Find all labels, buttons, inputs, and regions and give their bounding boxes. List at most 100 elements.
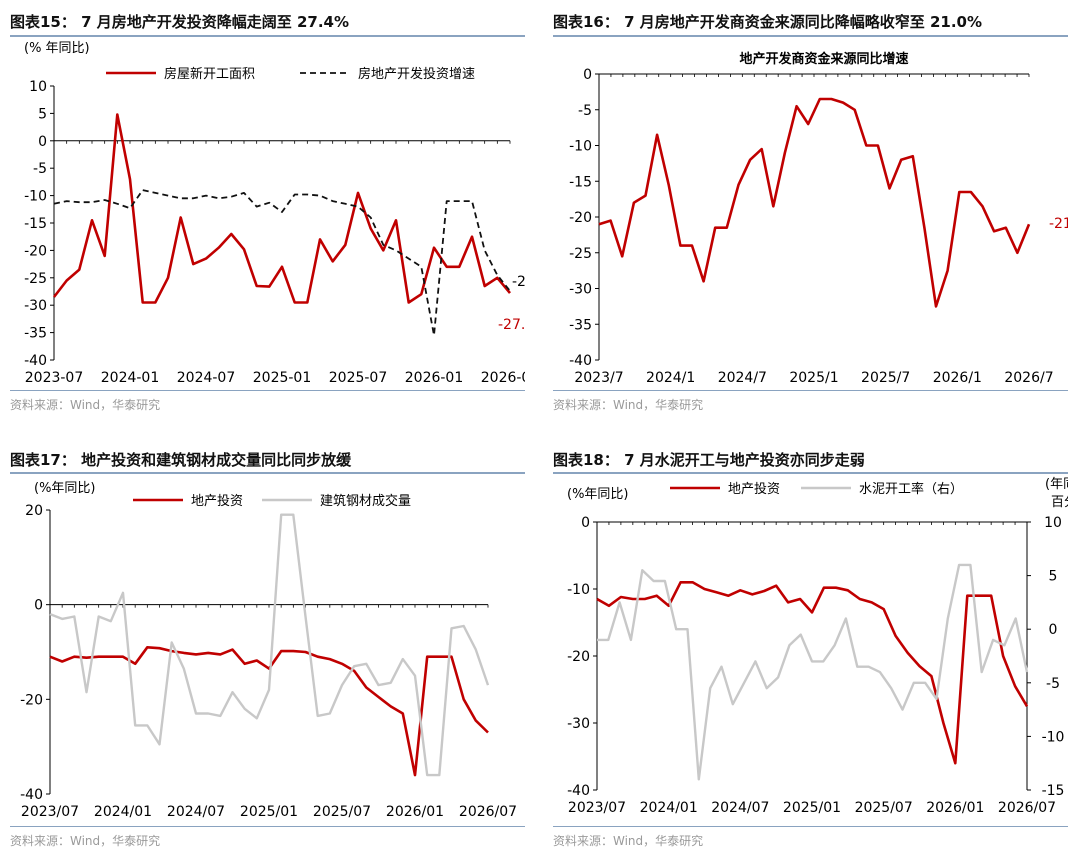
y-tick-label: -35: [24, 326, 47, 342]
title-rule: [553, 472, 1068, 474]
x-tick-label: 2025/01: [240, 804, 298, 820]
x-tick-label: 2026-07: [481, 370, 525, 386]
chart-title: 图表16： 7 月房地产开发商资金来源同比降幅略收窄至 21.0%: [553, 13, 983, 31]
x-tick-label: 2026/01: [926, 800, 984, 816]
series-line-0: [598, 97, 1031, 308]
chart-panel-17: 图表17： 地产投资和建筑钢材成交量同比同步放缓 20 0 -20 -40 2023/0…: [10, 436, 525, 854]
y-tick-label: -30: [24, 298, 47, 314]
x-tick-label: 2025/07: [855, 800, 913, 816]
y2-tick-label: 10: [1044, 515, 1062, 531]
y2-tick-label: -10: [1042, 729, 1065, 745]
x-tick-label: 2026-01: [405, 370, 464, 386]
x-tick-label: 2025/07: [313, 804, 371, 820]
y-axis-unit-label: (%年同比): [34, 481, 96, 496]
x-tick-label: 2023/07: [568, 800, 626, 816]
end-value-label: -27.4: [512, 274, 525, 290]
end-value-label: -27.8: [498, 317, 525, 333]
x-tick-label: 2025/1: [789, 370, 838, 386]
series-line-1: [49, 513, 490, 777]
y2-tick-label: 0: [1049, 622, 1058, 638]
y-tick-label: -10: [24, 189, 47, 205]
y-tick-label: -10: [567, 582, 590, 598]
title-rule: [10, 35, 525, 37]
x-tick-label: 2024-07: [177, 370, 236, 386]
y-tick-label: -20: [24, 243, 47, 259]
x-tick-label: 2025-01: [253, 370, 312, 386]
source-note: 资料来源：Wind，华泰研究: [553, 834, 704, 848]
y-tick-label: -20: [567, 649, 590, 665]
y-tick-label: -40: [20, 787, 43, 803]
y-tick-label: 0: [34, 598, 43, 614]
y-tick-label: -40: [569, 353, 592, 369]
legend-label: 建筑钢材成交量: [320, 493, 411, 509]
chart-title: 图表18： 7 月水泥开工与地产投资亦同步走弱: [553, 451, 865, 469]
y-tick-label: -15: [569, 174, 592, 190]
chart-panel-15: 图表15： 7 月房地产开发投资降幅走阔至 27.4% 10 5 0 -5 -10 -15…: [10, 0, 525, 420]
x-tick-label: 2026/07: [459, 804, 517, 820]
x-tick-label: 2026/01: [386, 804, 444, 820]
x-tick-label: 2023/07: [21, 804, 79, 820]
legend-label: 地产投资: [728, 481, 780, 497]
y-tick-label: 5: [38, 106, 47, 122]
source-rule: [553, 826, 1068, 827]
series-line-0: [52, 113, 512, 304]
y-tick-label: -10: [569, 139, 592, 155]
y-tick-label: -40: [24, 353, 47, 369]
chart-panel-18: 图表18： 7 月水泥开工与地产投资亦同步走弱 0 -10 -20 -30 -40 10 5…: [553, 436, 1068, 854]
y2-tick-label: 5: [1049, 569, 1058, 585]
x-tick-label: 2026/07: [998, 800, 1056, 816]
y-tick-label: -20: [20, 692, 43, 708]
inner-title: 地产开发商资金来源同比增速: [739, 51, 908, 67]
x-tick-label: 2024/7: [718, 370, 767, 386]
chart-svg: 0 -10 -20 -30 -40 10 5 0 -5 -10 -15 2023/07 2024/01 2…: [567, 477, 1068, 816]
source-rule: [553, 390, 1068, 391]
y-tick-label: 0: [581, 515, 590, 531]
source-rule: [10, 826, 525, 827]
source-note: 资料来源：Wind，华泰研究: [553, 398, 704, 412]
legend-label: 地产投资: [191, 493, 243, 509]
legend-label: 房屋新开工面积: [164, 66, 255, 82]
y-tick-label: -20: [569, 210, 592, 226]
y-axis-unit-label: (%年同比): [567, 487, 629, 502]
end-value-label: -21.0: [1049, 216, 1068, 232]
y-tick-label: -15: [24, 216, 47, 232]
legend-label: 房地产开发投资增速: [358, 66, 475, 82]
series-line-0: [596, 581, 1029, 765]
x-tick-label: 2023/7: [574, 370, 623, 386]
y-tick-label: 20: [25, 503, 43, 519]
y-tick-label: -25: [24, 271, 47, 287]
y2-axis-unit-label: (年同比，: [1045, 477, 1068, 492]
y-tick-label: 0: [583, 67, 592, 83]
y-tick-label: -30: [567, 716, 590, 732]
y-tick-label: 0: [38, 134, 47, 150]
chart-title: 图表15： 7 月房地产开发投资降幅走阔至 27.4%: [10, 13, 350, 31]
y-axis-unit-label: (% 年同比): [24, 41, 90, 56]
y2-axis-unit-label: 百分点): [1051, 495, 1068, 510]
legend-label: 水泥开工率（右）: [859, 481, 963, 497]
x-tick-label: 2026/1: [933, 370, 982, 386]
source-rule: [10, 390, 525, 391]
x-tick-label: 2025/01: [783, 800, 841, 816]
series-line-1: [53, 189, 511, 337]
x-tick-label: 2023-07: [25, 370, 84, 386]
series-line-0: [49, 646, 489, 777]
x-tick-label: 2024/01: [640, 800, 698, 816]
y-tick-label: -5: [33, 161, 47, 177]
x-tick-label: 2026/7: [1004, 370, 1053, 386]
title-rule: [553, 35, 1068, 37]
source-note: 资料来源：Wind，华泰研究: [10, 398, 161, 412]
y2-tick-label: -15: [1042, 783, 1065, 799]
y-tick-label: -5: [578, 103, 592, 119]
y-tick-label: 10: [29, 79, 47, 95]
y-tick-label: -35: [569, 317, 592, 333]
chart-panel-16: 图表16： 7 月房地产开发商资金来源同比降幅略收窄至 21.0% 0 -5 -10…: [553, 0, 1068, 420]
y-tick-label: -25: [569, 246, 592, 262]
source-note: 资料来源：Wind，华泰研究: [10, 834, 161, 848]
x-tick-label: 2025-07: [329, 370, 388, 386]
title-rule: [10, 472, 525, 474]
x-tick-label: 2024-01: [101, 370, 160, 386]
series-line-1: [597, 563, 1029, 781]
x-tick-label: 2025/7: [861, 370, 910, 386]
